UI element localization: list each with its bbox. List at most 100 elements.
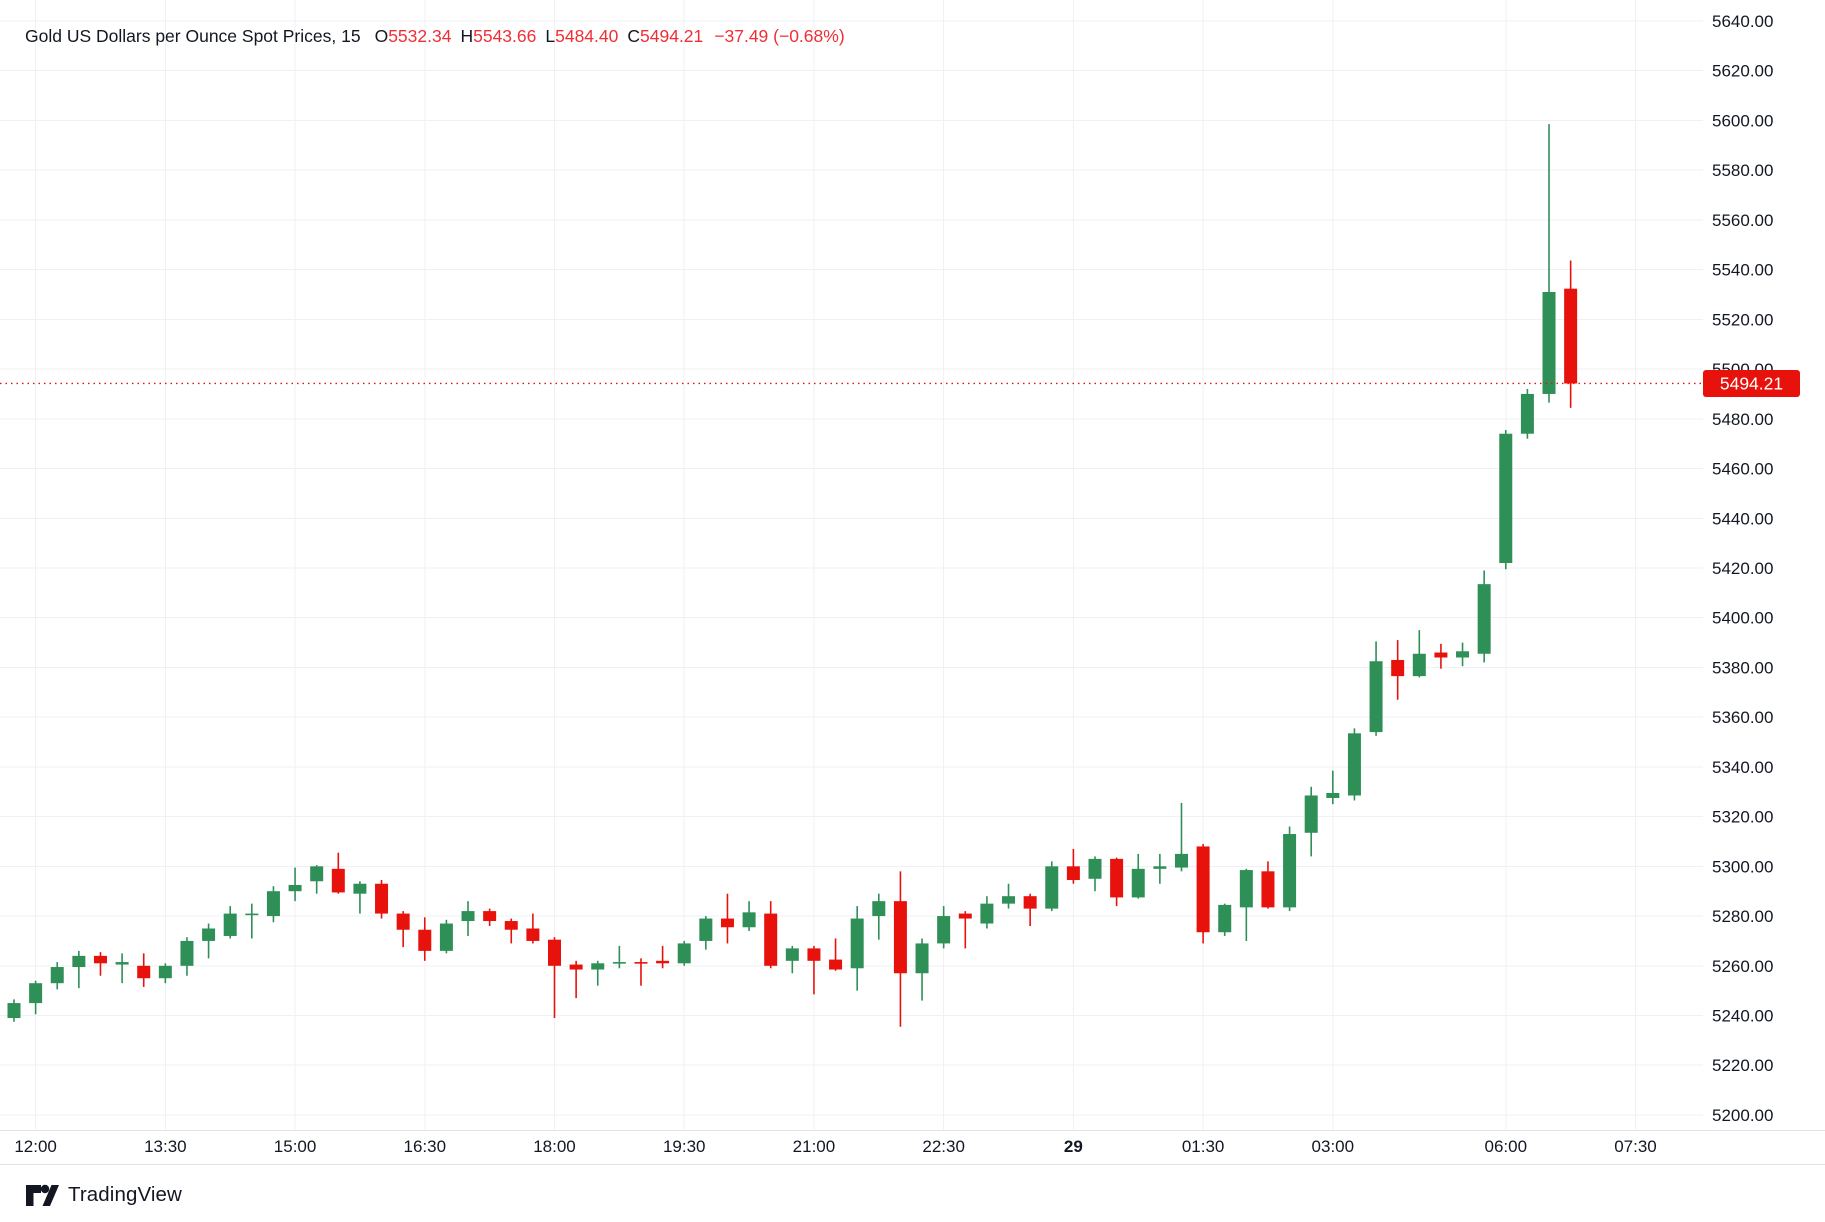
time-axis-label: 22:30 [922,1137,965,1156]
candle [1131,853,1145,899]
candle-body [353,883,367,894]
candle-body [850,918,864,969]
candle [526,913,540,944]
candle [93,952,107,976]
candle [937,906,951,949]
candle-body [375,883,389,914]
candle-body [245,913,259,916]
candle [1564,260,1578,408]
price-axis-label: 5440.00 [1712,509,1773,528]
candle-body [1218,904,1232,933]
candle [158,963,172,984]
price-axis-label: 5200.00 [1712,1106,1773,1125]
candle [115,953,129,984]
candle [764,901,778,969]
candle-body [7,1003,21,1019]
candle-body [1369,661,1383,733]
candle-body [1499,433,1513,564]
candle [1477,570,1491,663]
candle [396,911,410,948]
candle [829,938,843,971]
candle [548,937,561,1019]
candle-body [202,928,216,941]
tradingview-logo[interactable]: TradingView [25,1183,182,1207]
candle [1023,893,1037,927]
price-axis-label: 5360.00 [1712,708,1773,727]
candle-body [980,903,994,924]
price-axis-label: 5520.00 [1712,310,1773,329]
candle [1542,124,1556,403]
candle-body [742,912,756,928]
candle [958,911,972,949]
price-axis-label: 5640.00 [1712,12,1773,31]
candle [1456,642,1470,667]
candle-body [612,962,626,964]
candle-body [829,959,843,970]
candle-body [1023,896,1037,909]
candle-body [872,901,886,917]
symbol-title[interactable]: Gold US Dollars per Ounce Spot Prices, 1… [25,26,361,46]
candle [699,916,713,950]
candle-body [591,963,605,970]
time-axis-label: 29 [1064,1137,1083,1156]
candle-body [807,948,821,961]
candle-body [1412,653,1426,677]
candle [1218,903,1232,936]
candle [1153,853,1167,884]
candle-body [1347,733,1361,796]
candle [310,865,324,894]
price-axis-label: 5220.00 [1712,1056,1773,1075]
candle [850,906,864,991]
candle [1520,388,1534,439]
candle [504,918,518,944]
candle [785,945,799,974]
candle-body [115,962,129,965]
candle [288,867,302,902]
candle [1261,861,1275,909]
price-axis-label: 5280.00 [1712,907,1773,926]
candle [461,901,475,936]
candle-body [137,965,151,979]
candle [266,886,280,923]
candle-body [1434,652,1448,658]
candle [1239,868,1253,941]
price-axis-label: 5540.00 [1712,261,1773,280]
candle [893,871,907,1027]
candle-body [439,923,453,951]
candle [1088,856,1102,892]
candle-body [1239,870,1253,908]
candle-body [1283,834,1297,908]
candle-body [1304,795,1318,833]
candle-body [785,948,799,961]
candle [1283,826,1297,912]
candle-body [1131,868,1145,898]
candle [720,893,734,944]
candle [677,940,691,966]
candle-body [1045,866,1059,909]
time-axis-label: 18:00 [533,1137,576,1156]
candle-body [548,939,561,966]
candle [72,950,86,989]
candle-body [1564,288,1578,384]
time-axis-label: 16:30 [404,1137,447,1156]
ohlc-close: C5494.21 [627,26,704,46]
candle-body [1110,858,1124,898]
candle [1110,857,1124,907]
candle-body [634,962,648,964]
candle-body [915,943,929,974]
candle-body [1326,792,1340,798]
price-axis-label: 5580.00 [1712,161,1773,180]
candle [742,901,756,931]
candle-body [50,967,64,984]
candle [591,960,605,986]
time-axis-label: 01:30 [1182,1137,1225,1156]
candle [180,937,194,976]
candle [483,908,497,927]
candle-body [1002,896,1016,904]
candle [50,962,64,990]
candle [634,958,648,986]
candle-body [1153,866,1167,869]
candle [980,896,994,929]
